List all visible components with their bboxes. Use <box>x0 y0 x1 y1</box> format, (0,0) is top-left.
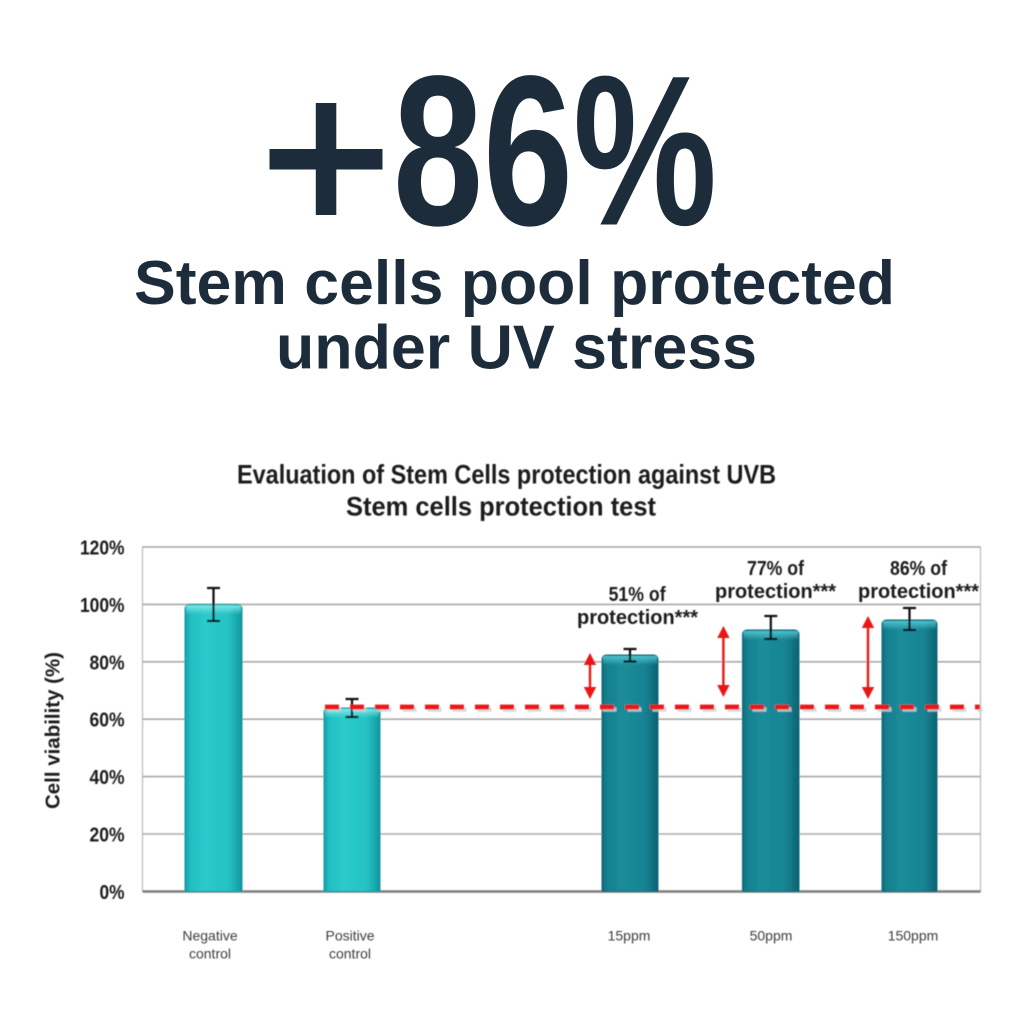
svg-text:Evaluation of Stem Cells prote: Evaluation of Stem Cells protection agai… <box>237 460 776 490</box>
svg-text:86%: 86% <box>393 32 717 271</box>
svg-text:Stem cells protection test: Stem cells protection test <box>346 492 656 522</box>
svg-text:50ppm: 50ppm <box>750 928 793 944</box>
svg-text:Cell viability (%): Cell viability (%) <box>43 652 65 809</box>
svg-text:40%: 40% <box>90 766 125 789</box>
svg-text:120%: 120% <box>80 537 125 560</box>
svg-text:control: control <box>189 946 231 962</box>
svg-text:60%: 60% <box>90 709 125 732</box>
svg-text:Stem cells pool protected: Stem cells pool protected <box>134 249 895 318</box>
svg-text:control: control <box>329 946 371 962</box>
svg-text:86% of: 86% of <box>890 557 947 580</box>
svg-text:protection***: protection*** <box>577 606 698 629</box>
svg-text:protection***: protection*** <box>715 580 836 603</box>
svg-text:under UV stress: under UV stress <box>276 314 757 383</box>
svg-text:0%: 0% <box>100 881 125 904</box>
svg-text:Negative: Negative <box>182 928 237 944</box>
svg-text:80%: 80% <box>90 651 125 674</box>
svg-text:15ppm: 15ppm <box>608 928 651 944</box>
svg-text:100%: 100% <box>80 594 125 617</box>
svg-text:51% of: 51% of <box>609 583 666 606</box>
svg-text:77% of: 77% of <box>747 557 804 580</box>
svg-text:protection***: protection*** <box>858 580 979 603</box>
svg-text:20%: 20% <box>90 824 125 847</box>
svg-text:Positive: Positive <box>325 928 374 944</box>
svg-text:150ppm: 150ppm <box>888 928 939 944</box>
